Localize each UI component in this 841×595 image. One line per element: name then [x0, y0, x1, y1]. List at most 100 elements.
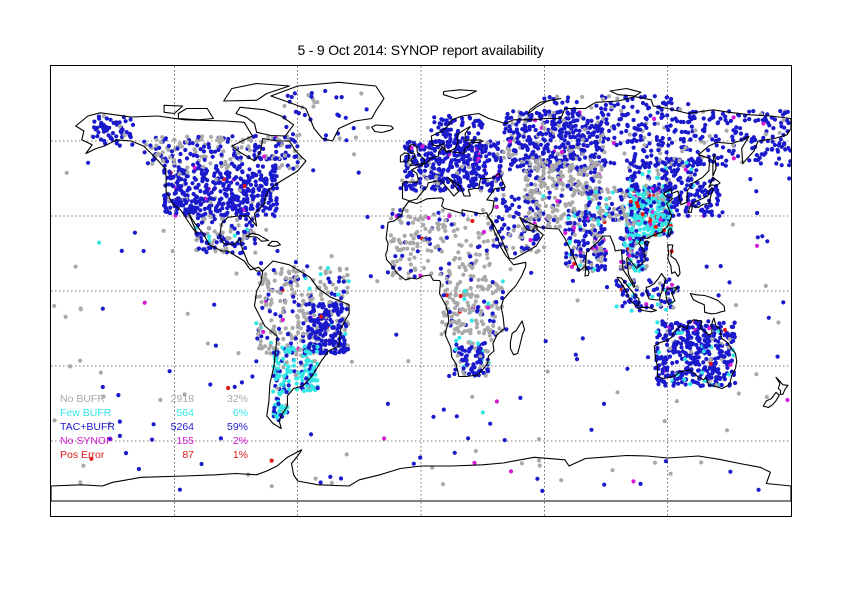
station-dot [265, 335, 270, 340]
station-dot [666, 291, 671, 296]
station-dot [266, 292, 271, 297]
station-dot [777, 130, 782, 135]
station-dot [645, 198, 650, 203]
station-dot [510, 152, 515, 157]
station-dot [441, 407, 446, 412]
station-dot [775, 354, 780, 359]
station-dot [279, 266, 284, 271]
station-dot [450, 319, 455, 324]
station-dot [323, 269, 328, 274]
station-dot [572, 221, 577, 226]
station-dot [485, 140, 490, 145]
station-dot [652, 116, 657, 121]
station-dot [168, 205, 173, 210]
station-dot [549, 163, 554, 168]
station-dot [722, 376, 727, 381]
station-dot [462, 160, 467, 165]
station-dot [484, 154, 489, 159]
station-dot [683, 382, 688, 387]
station-dot [548, 137, 553, 143]
station-dot [437, 121, 442, 126]
station-dot [639, 255, 644, 260]
station-dot [453, 233, 458, 238]
station-dot [490, 280, 495, 285]
station-dot [299, 292, 304, 297]
station-dot [544, 131, 549, 136]
station-dot [398, 186, 403, 191]
station-dot [329, 333, 334, 338]
station-dot [625, 124, 630, 129]
station-dot [552, 100, 557, 105]
station-dot [575, 138, 581, 143]
station-dot [601, 97, 606, 102]
station-dot [275, 355, 280, 361]
station-dot [702, 181, 707, 186]
station-dot [456, 329, 461, 334]
station-dot [266, 281, 271, 286]
station-dot [588, 154, 593, 159]
station-dot [477, 358, 483, 363]
station-dot [258, 339, 263, 344]
station-dot [495, 187, 500, 192]
station-dot [317, 328, 322, 334]
station-dot [498, 163, 503, 169]
station-dot [695, 149, 700, 155]
station-dot [293, 260, 298, 265]
station-dot [718, 264, 723, 269]
station-dot [271, 268, 276, 273]
station-dot [655, 191, 660, 196]
station-dot [624, 215, 629, 220]
station-dot [102, 138, 107, 143]
station-dot [446, 113, 452, 119]
station-dot [280, 389, 286, 394]
station-dot [256, 202, 261, 207]
station-dot [330, 282, 335, 287]
station-dot [461, 366, 466, 371]
station-dot [494, 156, 499, 161]
station-dot [567, 164, 572, 170]
station-dot [543, 203, 548, 209]
station-dot [548, 167, 553, 172]
station-dot [521, 134, 526, 139]
station-dot [687, 114, 692, 120]
station-dot [327, 303, 332, 309]
station-dot [503, 126, 508, 131]
station-dot [286, 383, 291, 388]
station-dot [698, 188, 703, 193]
station-dot [483, 149, 488, 154]
station-dot [280, 310, 285, 315]
station-dot [592, 166, 598, 172]
station-dot [339, 309, 344, 314]
station-dot [571, 130, 576, 135]
station-dot [597, 138, 603, 143]
station-dot [670, 361, 675, 366]
world-map [51, 66, 791, 516]
station-dot [531, 141, 536, 146]
station-dot [731, 143, 736, 148]
station-dot [518, 111, 523, 116]
station-dot [178, 143, 184, 149]
station-dot [720, 161, 725, 167]
station-dot [217, 140, 222, 145]
station-dot [171, 174, 176, 179]
station-dot [110, 131, 115, 136]
station-dot [771, 126, 776, 131]
station-dot [255, 336, 260, 341]
station-dot [664, 342, 670, 347]
station-dot [255, 331, 261, 336]
station-dot [683, 351, 688, 356]
station-dot [644, 264, 649, 269]
station-dot [292, 139, 297, 144]
station-dot [667, 328, 672, 333]
station-dot [599, 106, 604, 111]
station-dot [117, 124, 122, 129]
station-dot [418, 147, 423, 152]
station-dot [605, 187, 610, 192]
station-dot [551, 114, 556, 119]
station-dot [212, 171, 217, 176]
station-dot [594, 147, 600, 152]
station-dot [520, 145, 525, 150]
station-dot [182, 178, 188, 183]
station-dot [296, 322, 301, 327]
station-dot [727, 148, 732, 153]
